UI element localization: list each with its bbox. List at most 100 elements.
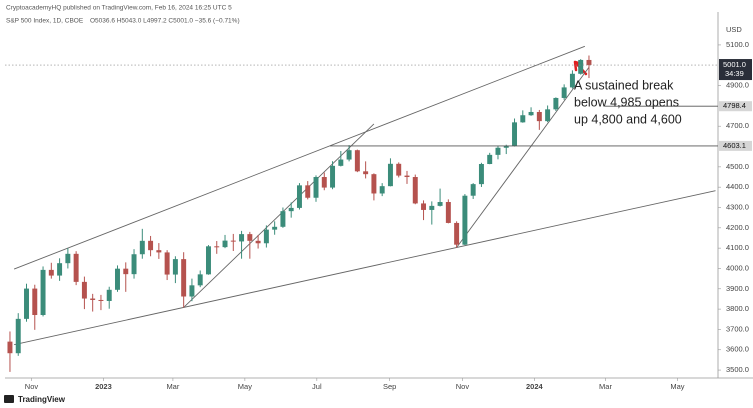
x-tick-label: Mar — [166, 382, 179, 391]
y-tick-label: 4400.0 — [726, 182, 749, 191]
candle-body — [495, 147, 501, 155]
candle-body — [57, 263, 63, 276]
y-tick-label: 4500.0 — [726, 162, 749, 171]
candle-body — [478, 164, 484, 185]
candle-body — [148, 240, 154, 251]
y-tick-label: 3500.0 — [726, 365, 749, 374]
candle-body — [412, 177, 418, 204]
candle-body — [454, 222, 460, 245]
countdown: 34:39 — [725, 69, 744, 78]
footer-brand: TradingView — [18, 395, 66, 404]
candle-body — [280, 211, 286, 227]
x-tick-label: Nov — [456, 382, 470, 391]
ohlc: O5036.6 H5043.0 L4997.2 C5001.0 −35.6 (−… — [90, 18, 240, 25]
candle-body — [296, 185, 302, 208]
candle-body — [445, 202, 451, 223]
candle-body — [40, 269, 46, 316]
candle-body — [81, 281, 87, 299]
tv-logo — [4, 395, 14, 403]
candle-body — [371, 174, 377, 194]
candle-body — [98, 299, 104, 301]
x-tick-label: Jul — [312, 382, 322, 391]
x-tick-label: Sep — [383, 382, 396, 391]
y-tick-label: 5100.0 — [726, 40, 749, 49]
candle-body — [512, 122, 518, 146]
candle-body — [123, 268, 129, 275]
level-tag — [719, 101, 752, 112]
candle-body — [7, 341, 13, 354]
candle-body — [164, 252, 170, 275]
y-tick-label: 4000.0 — [726, 263, 749, 272]
trend-line — [456, 67, 590, 248]
candle-body — [569, 73, 575, 88]
candle-body — [330, 165, 336, 188]
x-tick-label: May — [670, 382, 684, 391]
trend-line — [13, 45, 585, 270]
candle-body — [578, 59, 584, 74]
candle-body — [561, 87, 567, 98]
y-tick-label: 4300.0 — [726, 202, 749, 211]
candle-body — [263, 229, 269, 244]
candle-body — [222, 240, 228, 248]
candle-body — [230, 240, 236, 242]
x-tick-label: Mar — [599, 382, 612, 391]
candle-body — [470, 184, 476, 196]
candle-body — [239, 234, 245, 242]
candle-body — [429, 205, 435, 210]
candle-body — [288, 207, 294, 212]
candle-body — [528, 111, 534, 116]
candle-body — [379, 186, 385, 194]
candle-body — [421, 203, 427, 210]
candle-body — [131, 254, 137, 275]
y-tick-label: 4200.0 — [726, 223, 749, 232]
annotation-line: up 4,800 and 4,600 — [574, 112, 682, 126]
y-tick-label: 4900.0 — [726, 81, 749, 90]
trend-line — [14, 190, 716, 346]
candle-body — [586, 59, 592, 66]
annotation-line: A sustained break — [574, 78, 674, 92]
candle-body — [172, 259, 178, 275]
candle-body — [272, 226, 278, 230]
candle-body — [115, 268, 120, 290]
candle-body — [189, 285, 195, 297]
y-tick-label: 4700.0 — [726, 121, 749, 130]
candle-body — [387, 163, 393, 187]
candle-body — [437, 202, 443, 206]
candle-body — [24, 288, 29, 319]
x-tick-label: Nov — [25, 382, 39, 391]
candle-body — [15, 318, 21, 354]
candle-body — [247, 234, 253, 241]
candle-body — [156, 250, 162, 253]
level-tag — [719, 140, 752, 151]
level-label: 4798.4 — [723, 101, 746, 110]
candle-body — [503, 145, 509, 148]
candle-body — [520, 115, 526, 123]
candle-body — [255, 240, 261, 244]
y-tick-label: 3600.0 — [726, 345, 749, 354]
candle-body — [313, 177, 319, 198]
x-tick-label: 2023 — [95, 382, 112, 391]
x-tick-label: 2024 — [526, 382, 544, 391]
y-tick-label: 3800.0 — [726, 304, 749, 313]
candle-body — [32, 288, 38, 316]
candle-body — [545, 109, 551, 122]
y-tick-label: 3900.0 — [726, 284, 749, 293]
trend-line — [183, 123, 375, 308]
candle-body — [346, 150, 352, 160]
candle-body — [139, 240, 145, 255]
candle-body — [354, 150, 360, 172]
annotation-line: below 4,985 opens — [574, 95, 679, 109]
x-tick-label: May — [238, 382, 252, 391]
candle-body — [48, 269, 54, 276]
symbol: S&P 500 Index, 1D, CBOE — [6, 18, 84, 25]
candle-body — [536, 111, 542, 122]
candle-body — [462, 195, 468, 245]
currency: USD — [726, 25, 742, 34]
candle-body — [181, 259, 187, 297]
candle-body — [65, 253, 71, 264]
candle-body — [305, 185, 311, 198]
candle-body — [73, 253, 79, 282]
candle-body — [338, 159, 344, 166]
candle-body — [404, 175, 410, 178]
